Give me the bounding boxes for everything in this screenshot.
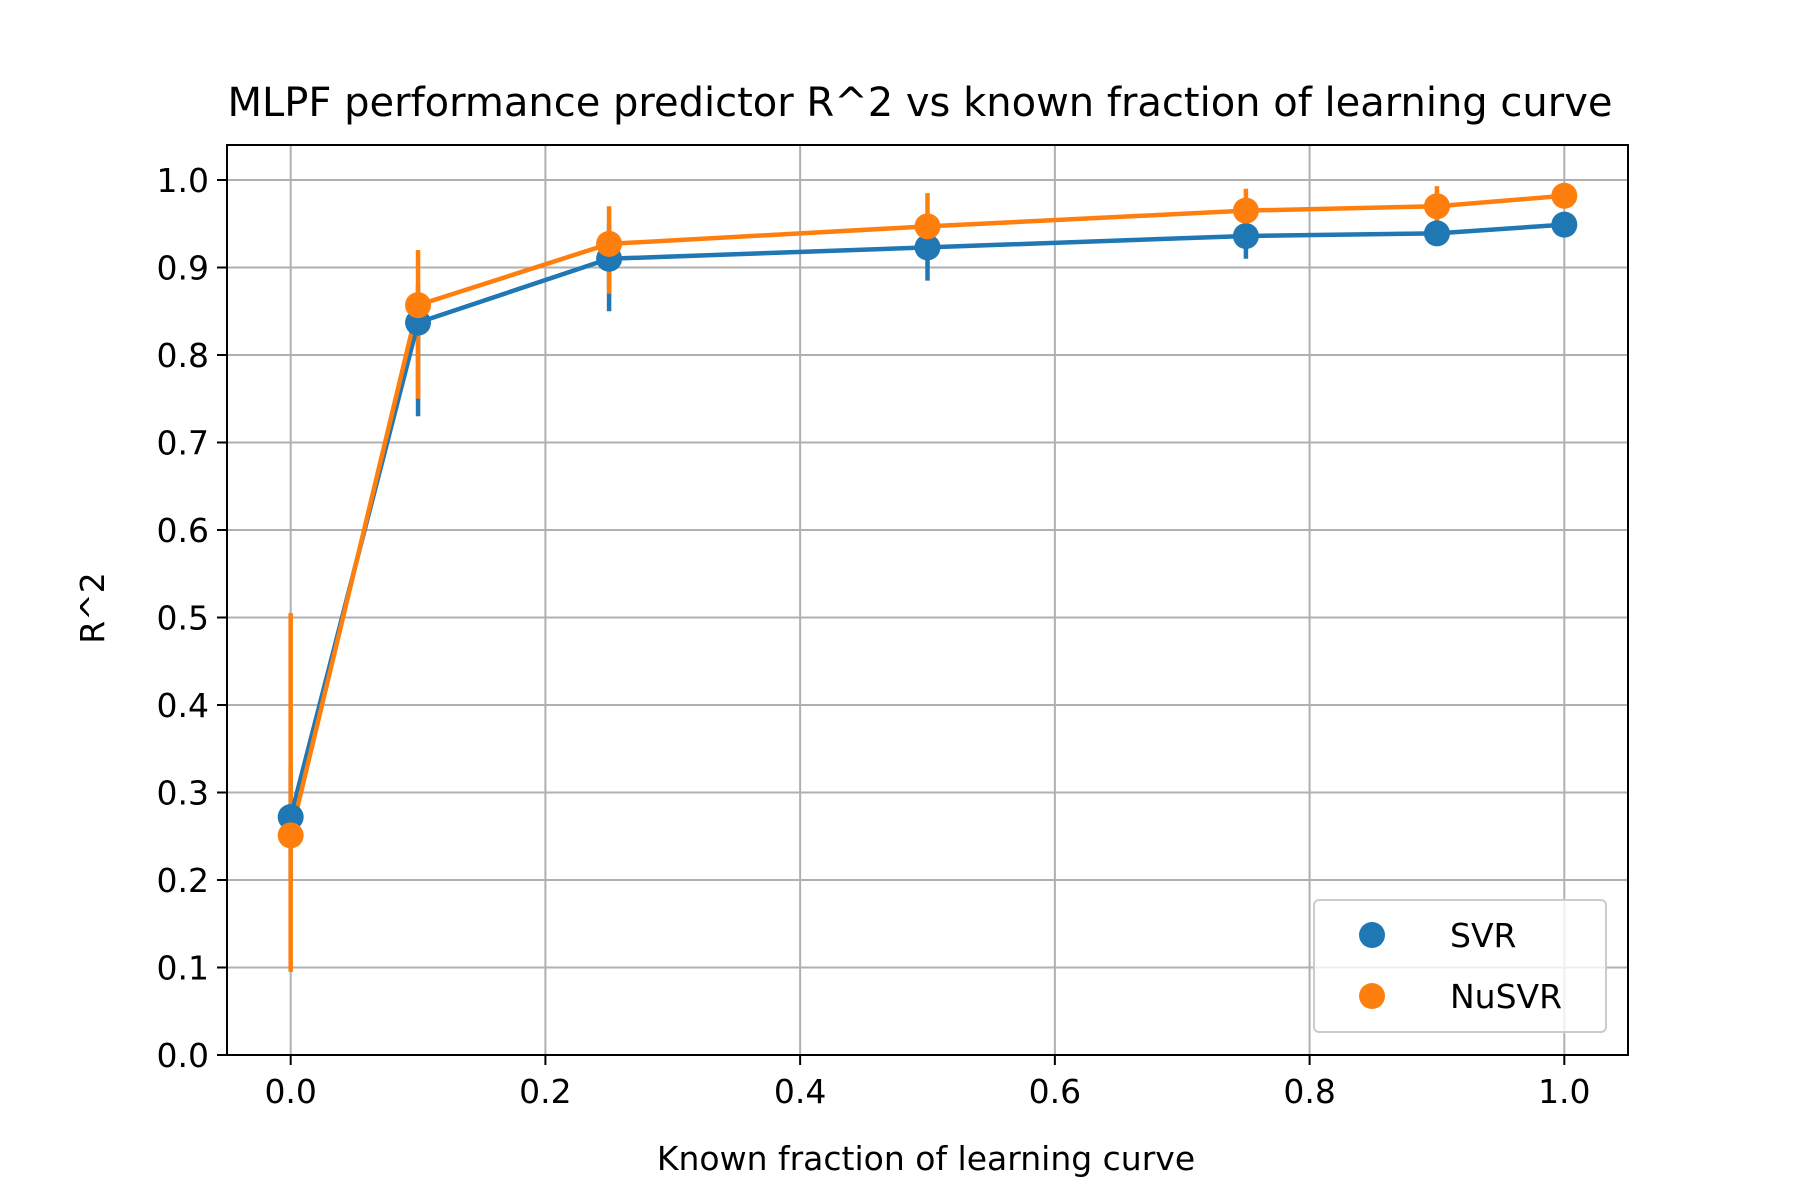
y-tick-label: 0.3	[157, 774, 209, 813]
y-axis-label: R^2	[73, 572, 112, 644]
plot-frame	[226, 144, 1629, 1056]
y-tick-label: 0.9	[157, 249, 209, 288]
x-tick-label: 0.8	[1283, 1072, 1335, 1111]
nusvr-point	[405, 292, 432, 319]
series-lines	[288, 193, 1565, 836]
y-tick-label: 0.2	[157, 861, 209, 900]
y-tick-label: 1.0	[157, 161, 209, 200]
svr-point	[1232, 223, 1259, 249]
y-tick-label: 0.5	[157, 599, 209, 638]
nusvr-point	[596, 230, 623, 257]
x-tick-label: 1.0	[1538, 1072, 1590, 1111]
nusvr-point	[1551, 182, 1578, 209]
nusvr-point	[914, 213, 941, 240]
svr-line	[288, 222, 1565, 818]
x-axis-label: Known fraction of learning curve	[657, 1139, 1195, 1178]
x-tick-label: 0.0	[264, 1072, 316, 1111]
svr-point	[914, 234, 941, 261]
x-axis-ticks: 0.0 0.2 0.4 0.6 0.8 1.0	[264, 1055, 1591, 1111]
legend: SVR NuSVR	[1313, 899, 1607, 1033]
nusvr-point	[1232, 197, 1259, 224]
y-axis-ticks: 0.0 0.1 0.2 0.3 0.4 0.5 0.6 0.7 0.8 0.9 1.0	[157, 161, 227, 1075]
nusvr-legend-label: NuSVR	[1450, 977, 1562, 1016]
svr-legend-marker	[1359, 922, 1385, 948]
svr-point	[1423, 220, 1450, 247]
x-tick-label: 0.6	[1029, 1072, 1081, 1111]
error-bars	[288, 186, 1567, 972]
x-tick-label: 0.2	[519, 1072, 571, 1111]
grid	[227, 145, 1628, 1056]
data-points	[277, 182, 1578, 849]
y-tick-label: 0.1	[157, 949, 209, 988]
chart-title: MLPF performance predictor R^2 vs known …	[228, 80, 1613, 126]
nusvr-line	[288, 193, 1565, 836]
nusvr-point	[277, 822, 304, 849]
nusvr-point	[1423, 193, 1450, 220]
legend-box	[1313, 899, 1607, 1033]
y-tick-label: 0.6	[157, 511, 209, 550]
nusvr-legend-marker	[1359, 983, 1385, 1009]
svr-point	[277, 804, 304, 830]
y-tick-label: 0.7	[157, 424, 209, 463]
y-tick-label: 0.8	[157, 336, 209, 375]
x-tick-label: 0.4	[774, 1072, 826, 1111]
svr-legend-label: SVR	[1450, 916, 1516, 955]
y-tick-label: 0.4	[157, 686, 209, 725]
y-tick-label: 0.0	[157, 1036, 209, 1075]
svr-point	[1551, 211, 1578, 238]
